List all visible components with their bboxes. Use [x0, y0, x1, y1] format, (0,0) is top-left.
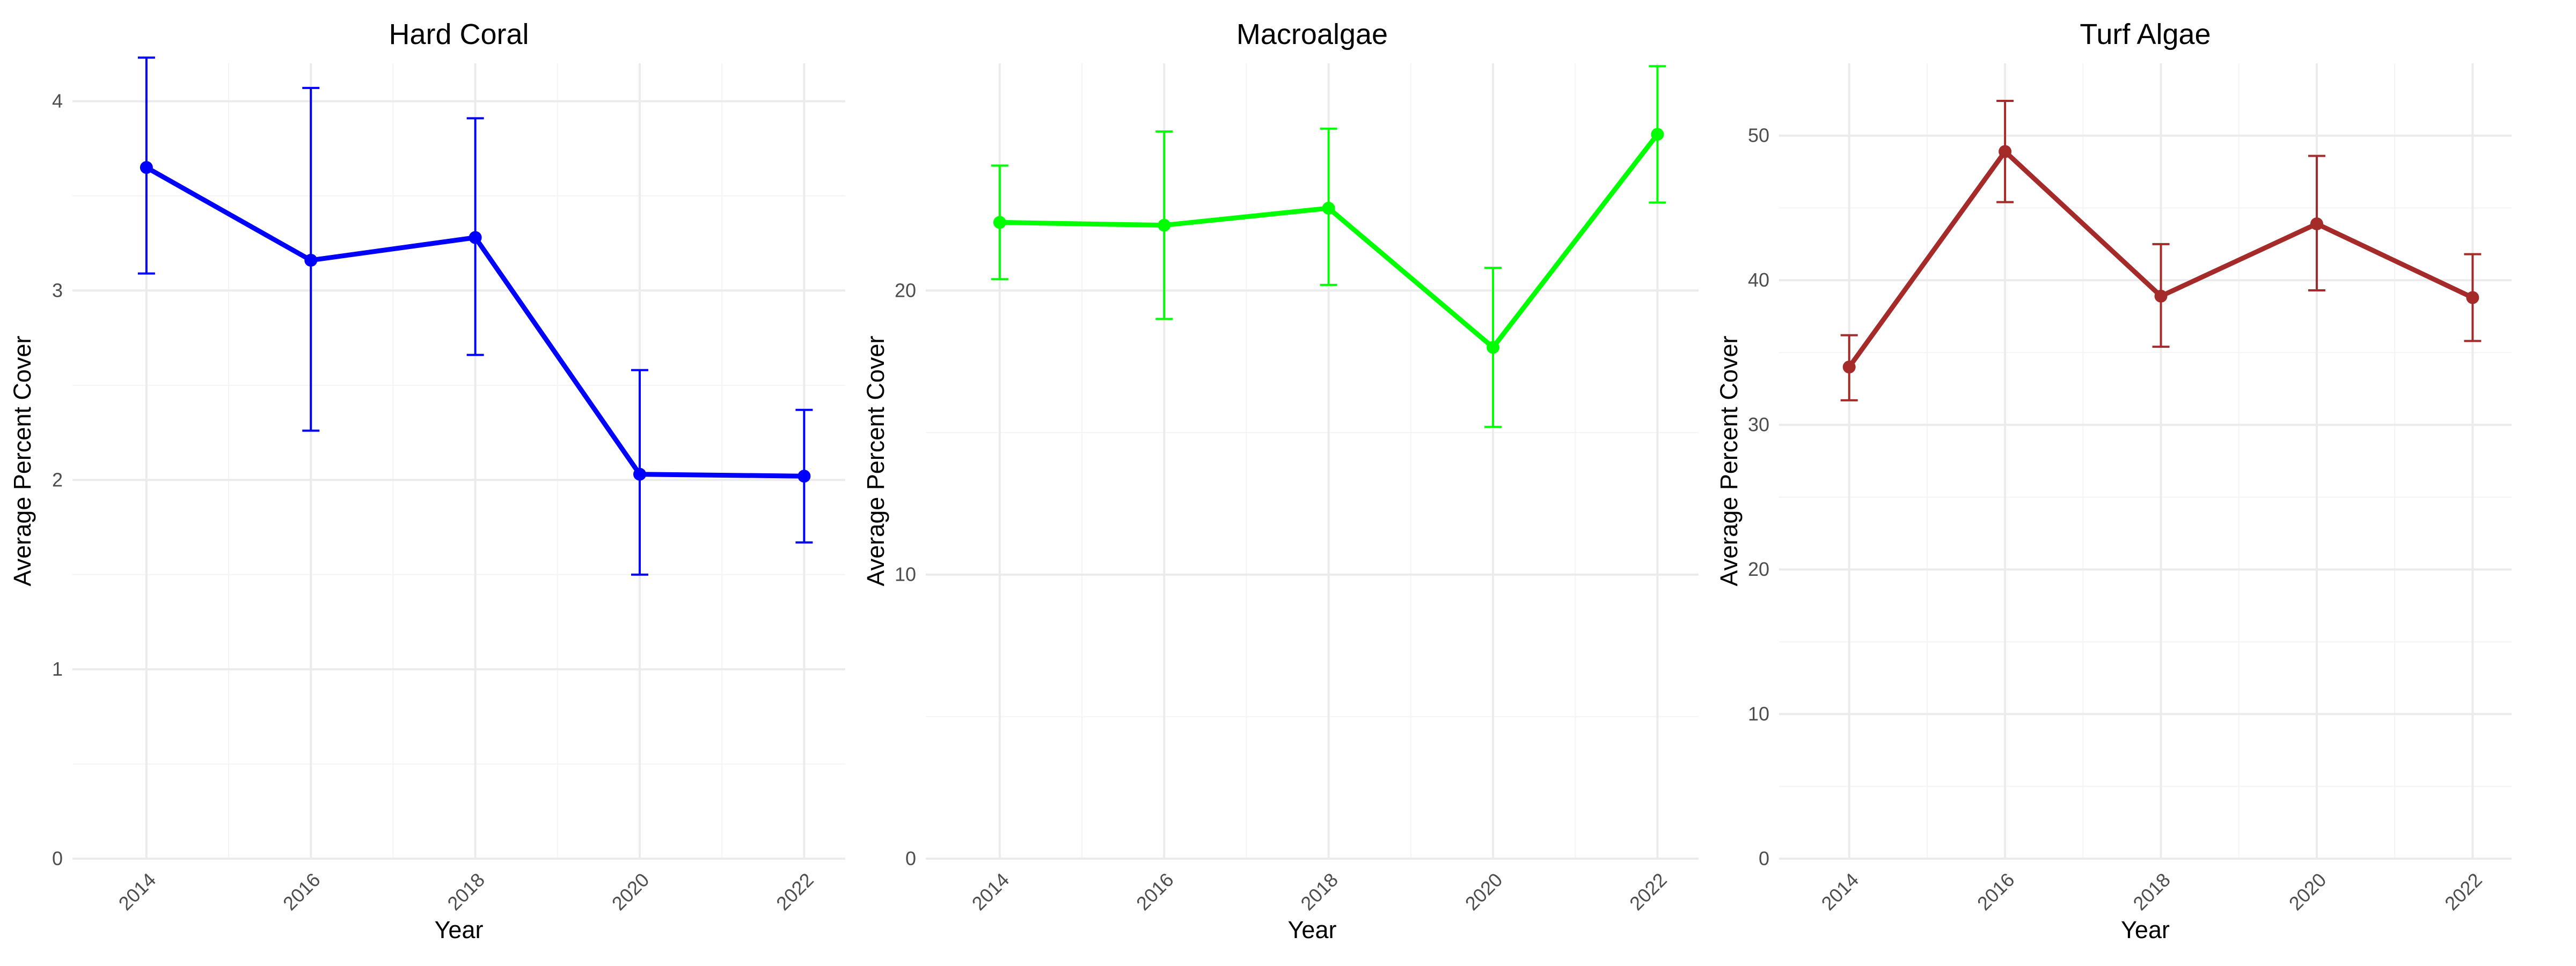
x-axis-title: Year [1288, 916, 1337, 943]
y-tick-label: 10 [895, 564, 916, 586]
data-point [1842, 360, 1856, 374]
panel-title: Macroalgae [1236, 18, 1388, 50]
y-tick-labels: 0 1 2 3 4 [52, 90, 63, 869]
y-tick-label: 0 [1759, 847, 1769, 869]
y-tick-label: 4 [52, 90, 63, 112]
series-layer [1840, 100, 2482, 401]
data-point [140, 161, 153, 174]
panel-title: Turf Algae [2080, 18, 2211, 50]
y-tick-label: 0 [905, 847, 916, 869]
data-point [633, 467, 647, 481]
y-tick-label: 20 [1748, 558, 1769, 580]
y-tick-label: 10 [1748, 703, 1769, 725]
y-tick-label: 20 [895, 279, 916, 301]
data-point [1999, 145, 2012, 158]
y-tick-labels: 0 10 20 30 40 50 [1748, 125, 1769, 869]
y-tick-label: 50 [1748, 125, 1769, 147]
data-point [1487, 341, 1500, 354]
series-layer [991, 65, 1666, 428]
data-point [469, 231, 482, 244]
series-layer [137, 56, 813, 576]
x-axis-title: Year [2121, 916, 2170, 943]
data-point [1322, 201, 1335, 215]
y-tick-label: 2 [52, 469, 63, 491]
data-point [797, 470, 811, 483]
y-tick-label: 30 [1748, 414, 1769, 436]
data-point [1651, 128, 1664, 141]
y-axis-title: Average Percent Cover [862, 336, 889, 587]
y-tick-label: 0 [52, 847, 63, 869]
y-axis-title: Average Percent Cover [1715, 336, 1743, 587]
y-tick-label: 3 [52, 279, 63, 301]
x-axis-title: Year [435, 916, 484, 943]
data-point [2154, 289, 2168, 303]
panel-title: Hard Coral [389, 18, 529, 50]
data-point [304, 253, 318, 267]
data-point [993, 216, 1006, 229]
y-tick-label: 40 [1748, 269, 1769, 291]
data-point [1158, 218, 1171, 232]
y-tick-label: 1 [52, 658, 63, 680]
data-point [2310, 217, 2323, 231]
y-axis-title: Average Percent Cover [9, 336, 36, 587]
y-tick-labels: 0 10 20 [895, 279, 916, 869]
data-point [2466, 291, 2479, 304]
